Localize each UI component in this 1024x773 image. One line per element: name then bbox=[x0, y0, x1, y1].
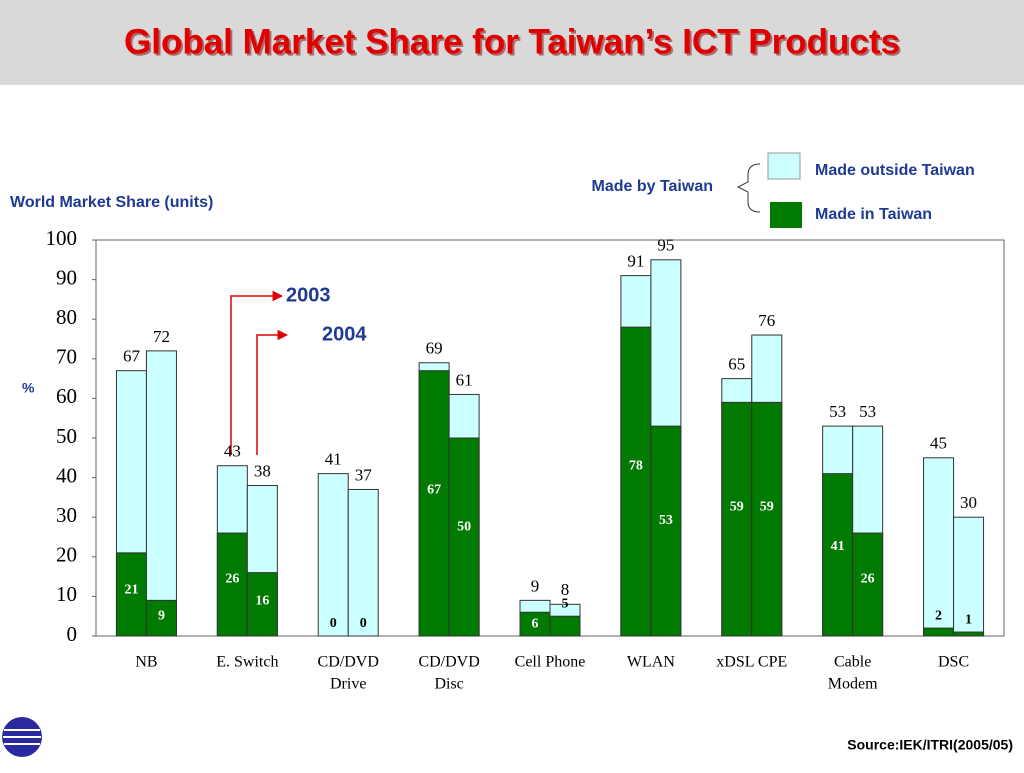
total-label: 37 bbox=[355, 465, 373, 484]
taiwan-label: 26 bbox=[225, 572, 239, 587]
taiwan-label: 50 bbox=[457, 519, 471, 534]
taiwan-bar bbox=[448, 437, 480, 637]
title-shadow: Global Market Share for Taiwan’s ICT Pro… bbox=[126, 24, 902, 63]
total-bar bbox=[347, 488, 379, 637]
y-tick-label: 20 bbox=[56, 543, 77, 567]
taiwan-bar bbox=[549, 615, 581, 637]
taiwan-label: 16 bbox=[255, 593, 269, 608]
total-label: 38 bbox=[254, 461, 271, 480]
brace bbox=[736, 163, 761, 213]
y-tick-label: 40 bbox=[56, 463, 77, 487]
total-label: 8 bbox=[561, 580, 570, 599]
total-label: 72 bbox=[153, 327, 170, 346]
total-label: 95 bbox=[657, 236, 674, 255]
year-annotation: 2003 bbox=[286, 284, 331, 306]
logo bbox=[2, 717, 42, 757]
taiwan-label: 26 bbox=[861, 572, 875, 587]
total-label: 76 bbox=[758, 311, 775, 330]
y-title: World Market Share (units) bbox=[10, 194, 213, 211]
y-tick-label: 50 bbox=[56, 424, 77, 448]
y-tick-label: 90 bbox=[56, 265, 77, 289]
x-tick-label: Drive bbox=[330, 676, 366, 693]
x-tick-label: Cable bbox=[834, 654, 871, 671]
taiwan-label: 5 bbox=[562, 596, 569, 611]
total-label: 91 bbox=[627, 252, 644, 271]
arrow-2003 bbox=[230, 290, 284, 455]
year-annotation: 2004 bbox=[322, 323, 367, 345]
y-tick-label: 30 bbox=[56, 503, 77, 527]
y-tick-label: 0 bbox=[67, 622, 78, 646]
y-tick-label: 80 bbox=[56, 305, 77, 329]
taiwan-label: 2 bbox=[935, 608, 942, 623]
legend-label: Made outside Taiwan bbox=[815, 162, 975, 179]
total-label: 9 bbox=[531, 576, 540, 595]
y-tick-label: 10 bbox=[56, 582, 77, 606]
taiwan-label: 41 bbox=[831, 539, 845, 554]
taiwan-label: 78 bbox=[629, 458, 643, 473]
total-label: 61 bbox=[456, 370, 473, 389]
legend-label: Made in Taiwan bbox=[815, 206, 932, 223]
legend-swatch bbox=[767, 152, 801, 180]
taiwan-label: 21 bbox=[124, 582, 138, 597]
taiwan-bar bbox=[418, 370, 450, 637]
taiwan-label: 0 bbox=[360, 616, 367, 631]
x-tick-label: Modem bbox=[828, 676, 878, 693]
taiwan-label: 67 bbox=[427, 482, 441, 497]
legend-swatch bbox=[770, 202, 802, 228]
taiwan-bar bbox=[216, 532, 248, 637]
taiwan-label: 0 bbox=[330, 616, 337, 631]
total-bar bbox=[923, 457, 955, 637]
y-tick-label: 70 bbox=[56, 345, 77, 369]
x-tick-label: Cell Phone bbox=[515, 654, 586, 671]
total-label: 43 bbox=[224, 442, 241, 461]
total-bar bbox=[317, 473, 349, 637]
taiwan-bar bbox=[923, 627, 955, 637]
total-label: 65 bbox=[728, 355, 745, 374]
x-tick-label: xDSL CPE bbox=[716, 654, 787, 671]
taiwan-label: 59 bbox=[760, 500, 774, 515]
y-tick-label: 60 bbox=[56, 384, 77, 408]
chart-title: Global Market Share for Taiwan’s ICT Pro… bbox=[124, 22, 900, 61]
arrow-2004 bbox=[256, 329, 289, 455]
total-label: 67 bbox=[123, 347, 141, 366]
taiwan-bar bbox=[953, 631, 985, 637]
y-tick-label: 100 bbox=[46, 226, 78, 250]
taiwan-label: 1 bbox=[965, 612, 972, 627]
taiwan-bar bbox=[852, 532, 884, 637]
taiwan-label: 9 bbox=[158, 609, 165, 624]
total-label: 45 bbox=[930, 434, 947, 453]
x-tick-label: Disc bbox=[434, 676, 463, 693]
taiwan-label: 6 bbox=[532, 616, 539, 631]
legend-group: Made by Taiwan bbox=[591, 178, 713, 195]
taiwan-bar bbox=[650, 425, 682, 637]
taiwan-bar bbox=[145, 599, 177, 637]
x-tick-label: CD/DVD bbox=[318, 654, 379, 671]
taiwan-bar bbox=[721, 401, 753, 637]
total-label: 53 bbox=[829, 402, 846, 421]
total-label: 69 bbox=[426, 339, 443, 358]
taiwan-label: 59 bbox=[730, 500, 744, 515]
y-unit: % bbox=[22, 380, 35, 396]
x-tick-label: CD/DVD bbox=[418, 654, 479, 671]
taiwan-bar bbox=[751, 401, 783, 637]
title-bar bbox=[0, 0, 1024, 85]
x-tick-label: WLAN bbox=[627, 654, 675, 671]
x-tick-label: DSC bbox=[938, 654, 969, 671]
taiwan-bar bbox=[822, 473, 854, 637]
total-bar bbox=[145, 350, 177, 637]
total-label: 30 bbox=[960, 493, 977, 512]
taiwan-label: 53 bbox=[659, 513, 673, 528]
taiwan-bar bbox=[620, 326, 652, 637]
x-tick-label: NB bbox=[135, 654, 157, 671]
total-label: 53 bbox=[859, 402, 876, 421]
x-tick-label: E. Switch bbox=[216, 654, 278, 671]
total-label: 41 bbox=[325, 450, 342, 469]
taiwan-bar bbox=[246, 572, 278, 637]
source: Source:IEK/ITRI(2005/05) bbox=[847, 737, 1013, 753]
